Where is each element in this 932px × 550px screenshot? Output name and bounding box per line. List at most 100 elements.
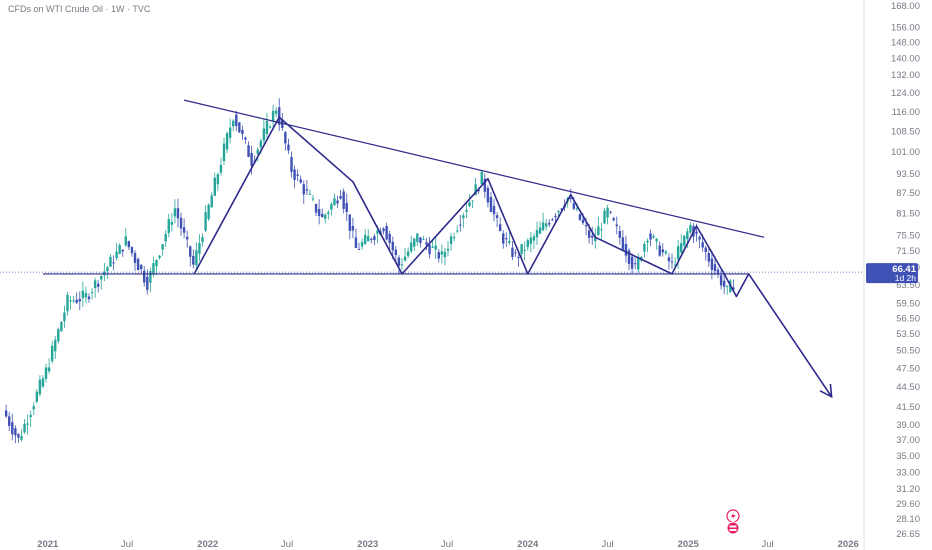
candle-body <box>569 198 572 200</box>
candle-body <box>612 218 615 221</box>
candle-body <box>649 233 652 240</box>
candle-body <box>293 169 296 180</box>
candle-body <box>84 293 88 298</box>
y-tick-label: 87.50 <box>896 188 920 199</box>
resistance-trendline <box>183 99 765 238</box>
y-tick-label: 28.10 <box>896 514 920 525</box>
candle-body <box>489 196 493 212</box>
candle-body <box>440 251 444 255</box>
candle-body <box>413 238 416 247</box>
y-tick-label: 140.00 <box>891 53 920 64</box>
candle-body <box>667 257 671 262</box>
y-tick-label: 50.50 <box>896 346 920 357</box>
candle-body <box>373 236 376 241</box>
candle-body <box>185 236 189 240</box>
y-tick-label: 44.50 <box>896 382 920 393</box>
candle-body <box>409 242 413 252</box>
candle-body <box>109 256 112 267</box>
candle-body <box>428 244 431 255</box>
chart-title: CFDs on WTI Crude Oil · 1W · TVC <box>8 4 151 14</box>
candle-body <box>486 187 490 203</box>
y-tick-label: 53.50 <box>896 329 920 340</box>
candle-body <box>471 200 474 202</box>
projection-arrow-head <box>819 383 833 399</box>
candle-body <box>575 208 579 210</box>
candle-body <box>495 215 499 218</box>
candle-body <box>348 214 352 231</box>
candle-body <box>118 244 121 254</box>
candle-body <box>182 227 186 233</box>
candle-body <box>385 226 388 240</box>
candle-body <box>47 367 51 372</box>
candle-body <box>170 221 174 225</box>
candle-body <box>336 200 339 204</box>
flag-stripe <box>729 529 737 531</box>
candle-body <box>106 267 109 271</box>
candle-body <box>311 198 315 200</box>
candle-body <box>345 202 348 213</box>
candle-body <box>443 251 447 258</box>
candle-body <box>75 299 78 303</box>
candle-body <box>219 164 223 173</box>
candle-body <box>8 416 11 426</box>
candle-body <box>314 203 318 213</box>
candle-body <box>136 258 140 271</box>
candle-body <box>213 177 216 196</box>
candle-body <box>360 242 364 247</box>
candle-body <box>425 242 428 245</box>
candle-body <box>416 233 419 242</box>
y-tick-label: 63.50 <box>896 280 920 291</box>
candle-body <box>26 423 29 425</box>
candle-body <box>532 236 536 241</box>
candle-body <box>474 184 477 196</box>
candle-body <box>78 298 81 302</box>
candle-body <box>572 203 576 209</box>
candle-body <box>296 174 299 176</box>
candle-body <box>133 253 137 263</box>
flag-event-icon-ring <box>726 521 740 535</box>
candle-body <box>149 271 152 283</box>
candle-body <box>41 378 45 387</box>
y-tick-label: 31.20 <box>896 484 920 495</box>
candle-body <box>90 292 94 294</box>
candle-body <box>701 242 704 248</box>
candle-body <box>176 208 180 219</box>
candle-body <box>121 249 124 252</box>
candle-body <box>241 129 244 135</box>
y-tick-label: 41.50 <box>896 402 920 413</box>
candle-body <box>38 379 42 395</box>
y-tick-label: 81.50 <box>896 208 920 219</box>
candle-body <box>259 140 263 148</box>
candle-body <box>274 110 278 114</box>
candle-body <box>235 114 238 126</box>
candle-body <box>201 237 204 243</box>
candle-body <box>225 133 229 150</box>
candle-body <box>63 312 66 322</box>
candle-body <box>320 213 324 218</box>
x-tick-label: 2022 <box>197 539 218 550</box>
candle-body <box>100 276 103 280</box>
flag-event-icon[interactable] <box>726 521 740 535</box>
candle-body <box>400 264 404 266</box>
candle-body <box>290 157 293 172</box>
y-tick-label: 26.65 <box>896 529 920 540</box>
candle-body <box>367 236 370 242</box>
candle-body <box>661 249 664 253</box>
lightning-event-icon[interactable] <box>726 509 740 523</box>
candle-body <box>462 215 465 219</box>
candle-body <box>308 193 312 195</box>
y-tick-label: 35.00 <box>896 451 920 462</box>
candle-body <box>210 195 213 208</box>
flag-stripe <box>729 525 737 528</box>
candle-body <box>434 245 437 250</box>
candle-body <box>354 237 358 248</box>
candle-body <box>584 224 588 227</box>
candle-body <box>333 198 336 206</box>
y-tick-label: 156.00 <box>891 22 920 33</box>
candle-body <box>173 208 177 217</box>
candle-body <box>452 237 456 239</box>
candle-body <box>670 261 674 263</box>
